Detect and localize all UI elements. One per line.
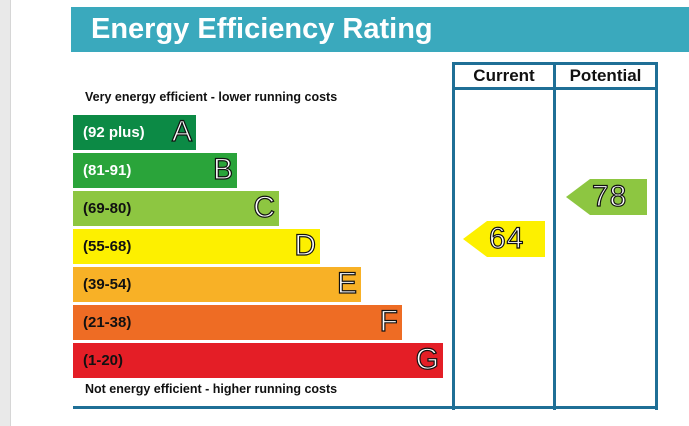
current-column-left-border (452, 62, 455, 410)
current-rating-arrow: 64 (463, 221, 545, 257)
band-d-letter: D (294, 228, 317, 262)
band-f-letter: F (379, 304, 399, 338)
band-g-range: (1-20) (83, 352, 124, 369)
band-c-letter: C (253, 190, 276, 224)
potential-rating-value: 78 (591, 179, 628, 213)
band-e-range: (39-54) (83, 276, 132, 293)
current-rating-value: 64 (488, 221, 525, 255)
band-a-letter: A (171, 114, 192, 148)
chart-header: Energy Efficiency Rating (71, 7, 689, 52)
band-b-range: (81-91) (83, 162, 132, 179)
band-f: (21-38) F (73, 304, 402, 340)
band-c: (69-80) C (73, 190, 279, 226)
window-edge (0, 0, 10, 426)
chart-bottom-border (73, 406, 658, 409)
potential-column-right-border (655, 62, 658, 410)
columns-divider (553, 62, 556, 410)
band-a-range: (92 plus) (83, 124, 145, 141)
band-e-letter: E (336, 266, 357, 300)
band-f-range: (21-38) (83, 314, 132, 331)
current-column-header: Current (473, 66, 535, 85)
band-d: (55-68) D (73, 228, 320, 264)
chart-title: Energy Efficiency Rating (91, 13, 433, 45)
band-a: (92 plus) A (73, 114, 196, 150)
band-g: (1-20) G (73, 342, 443, 378)
band-d-range: (55-68) (83, 238, 132, 255)
inefficient-note: Not energy efficient - higher running co… (85, 382, 338, 396)
band-c-range: (69-80) (83, 200, 132, 217)
band-e: (39-54) E (73, 266, 361, 302)
efficient-note: Very energy efficient - lower running co… (85, 90, 338, 104)
potential-arrow-shape (566, 179, 647, 215)
band-b: (81-91) B (73, 152, 237, 188)
band-b-letter: B (212, 152, 233, 186)
current-arrow-shape (463, 221, 545, 257)
window-edge-divider (10, 0, 11, 426)
potential-column-header: Potential (569, 66, 642, 85)
band-g-letter: G (415, 342, 440, 376)
column-header-divider (452, 87, 658, 90)
potential-rating-arrow: 78 (566, 179, 647, 215)
